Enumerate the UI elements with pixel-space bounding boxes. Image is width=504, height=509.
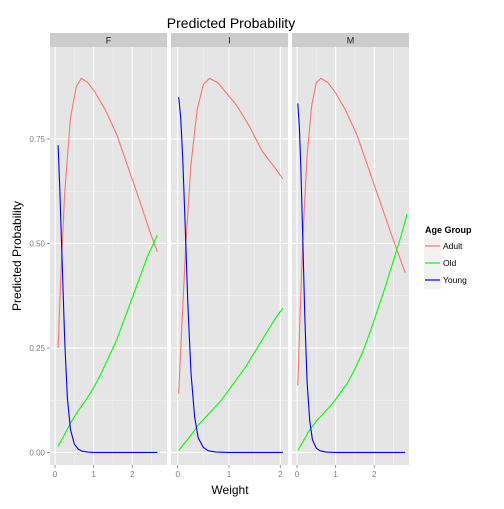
y-tick-label: 0.75	[29, 135, 45, 144]
x-tick-label: 0	[295, 470, 300, 479]
legend-item-old: Old	[424, 255, 457, 272]
series-line-old	[297, 214, 408, 451]
series-line-adult	[178, 77, 284, 394]
series-line-young	[57, 145, 158, 454]
y-tick-label: 0.00	[29, 448, 45, 457]
legend-label: Adult	[443, 241, 463, 251]
x-tick-label: 0	[175, 470, 180, 479]
series-line-old	[57, 234, 158, 447]
facet-strip	[292, 33, 409, 47]
chart-title: Predicted Probability	[167, 15, 295, 31]
y-axis-title: Predicted Probability	[10, 201, 24, 311]
x-tick-label: 1	[333, 470, 338, 479]
series-line-old	[178, 307, 284, 451]
series-line-young	[297, 103, 406, 454]
legend-item-young: Young	[424, 272, 467, 289]
facet-panel-F: F 0 1 2	[50, 33, 167, 479]
facet-strip	[171, 33, 288, 47]
x-tick-label: 0	[53, 470, 58, 479]
facet-strip-label: M	[347, 36, 355, 46]
x-tick-label: 2	[130, 470, 135, 479]
facet-panel-M: M 0 1 2	[292, 33, 409, 479]
facet-strip-label: I	[228, 36, 231, 46]
series-line-adult	[57, 77, 158, 348]
legend-label: Old	[443, 258, 457, 268]
facet-panels: F 0 1 2 I 0 1 2 M 0 1 2 0.00 0.25 0.50 0.75	[29, 33, 409, 479]
facet-strip	[50, 33, 167, 47]
legend-title: Age Group	[425, 225, 472, 235]
legend-item-adult: Adult	[424, 238, 463, 255]
x-tick-label: 2	[278, 470, 283, 479]
legend-label: Young	[443, 275, 467, 285]
series-line-adult	[297, 77, 406, 386]
facet-panel-I: I 0 1 2	[171, 33, 288, 479]
legend: Age Group Adult Old Young	[424, 225, 472, 289]
series-line-young	[178, 97, 283, 454]
x-tick-label: 2	[372, 470, 377, 479]
y-tick-label: 0.50	[29, 239, 45, 248]
y-axis: 0.00 0.25 0.50 0.75	[29, 135, 50, 457]
panel-background	[292, 47, 409, 465]
x-axis-title: Weight	[211, 483, 249, 497]
x-tick-label: 1	[227, 470, 232, 479]
facet-strip-label: F	[106, 36, 112, 46]
y-tick-label: 0.25	[29, 344, 45, 353]
x-tick-label: 1	[91, 470, 96, 479]
